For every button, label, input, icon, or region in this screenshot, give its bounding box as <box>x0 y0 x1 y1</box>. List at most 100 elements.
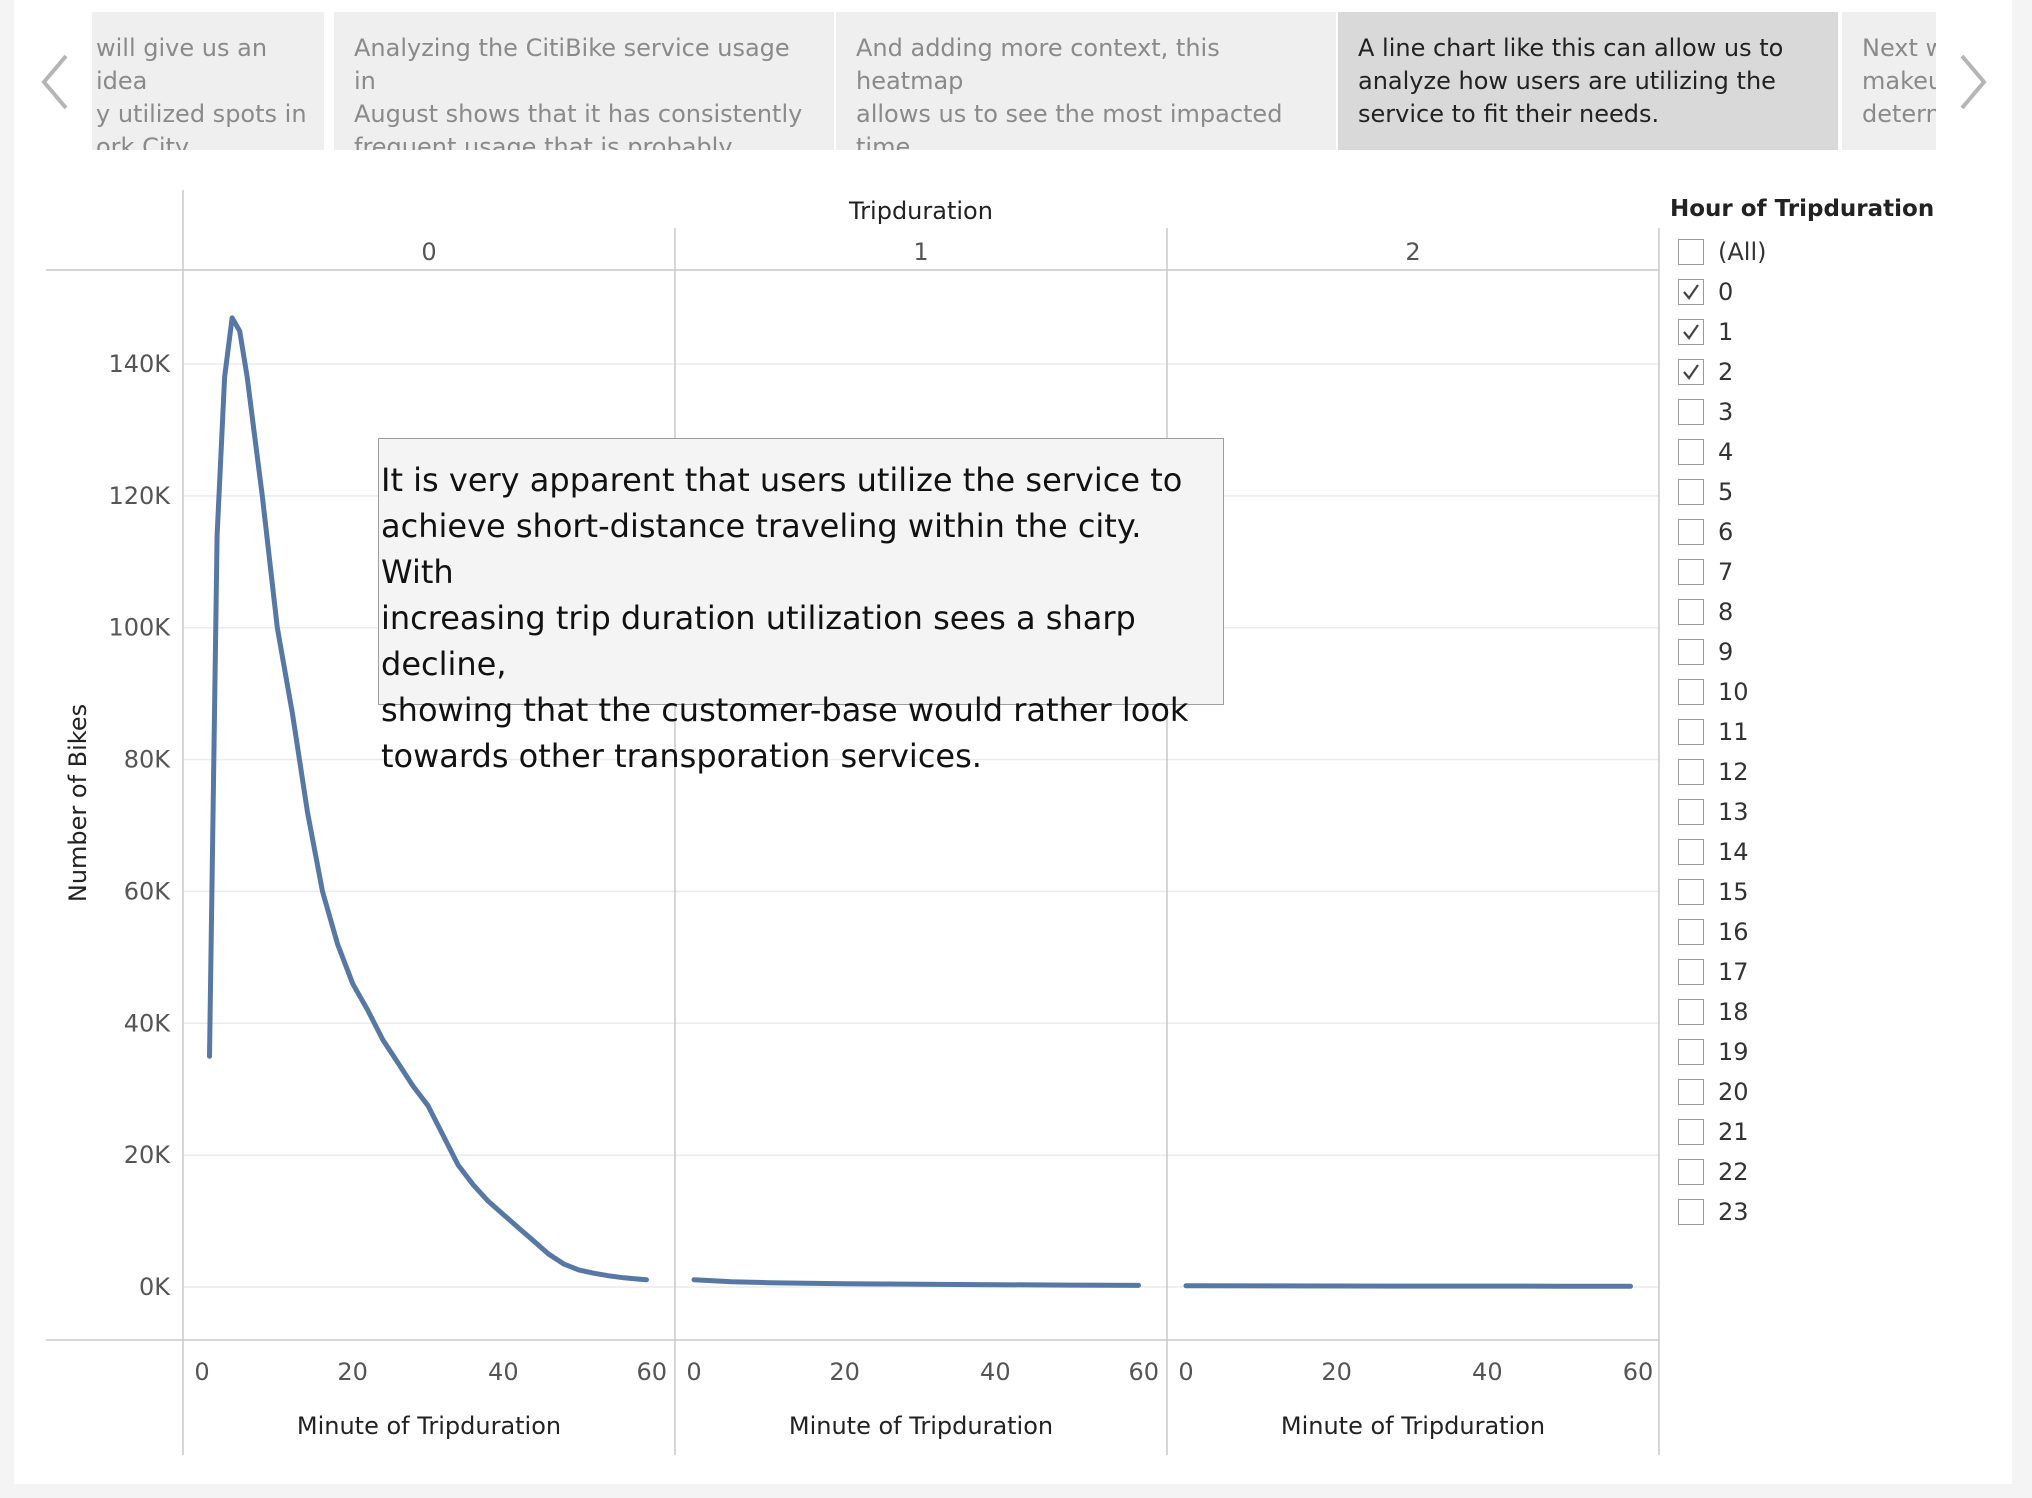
filter-checkbox[interactable] <box>1678 239 1704 265</box>
filter-label: 13 <box>1718 798 1749 826</box>
filter-checkbox[interactable] <box>1678 1119 1704 1145</box>
filter-checkbox[interactable] <box>1678 599 1704 625</box>
filter-label: 18 <box>1718 998 1749 1026</box>
y-axis-label: Number of Bikes <box>64 704 92 902</box>
story-point-4[interactable]: A line chart like this can allow us to a… <box>1338 12 1838 150</box>
filter-item-14[interactable]: 14 <box>1670 832 1990 872</box>
filter-label: 22 <box>1718 1158 1749 1186</box>
prev-story-button[interactable] <box>36 50 76 114</box>
filter-item-13[interactable]: 13 <box>1670 792 1990 832</box>
chevron-left-icon <box>41 54 68 110</box>
filter-label: 21 <box>1718 1118 1749 1146</box>
filter-item-all[interactable]: (All) <box>1670 232 1990 272</box>
annotation-text: It is very apparent that users utilize t… <box>381 461 1189 775</box>
filter-item-5[interactable]: 5 <box>1670 472 1990 512</box>
filter-item-22[interactable]: 22 <box>1670 1152 1990 1192</box>
filter-title: Hour of Tripduration <box>1670 196 1935 222</box>
filter-item-3[interactable]: 3 <box>1670 392 1990 432</box>
filter-item-1[interactable]: 1 <box>1670 312 1990 352</box>
filter-item-6[interactable]: 6 <box>1670 512 1990 552</box>
filter-checkbox[interactable] <box>1678 319 1704 345</box>
chevron-right-icon <box>1960 54 1987 110</box>
x-tick-label: 20 <box>829 1358 860 1386</box>
filter-label: 12 <box>1718 758 1749 786</box>
filter-label: 11 <box>1718 718 1749 746</box>
filter-checkbox[interactable] <box>1678 519 1704 545</box>
filter-item-20[interactable]: 20 <box>1670 1072 1990 1112</box>
filter-checkbox[interactable] <box>1678 1079 1704 1105</box>
x-axis-label: Minute of Tripduration <box>789 1412 1053 1440</box>
filter-checkbox[interactable] <box>1678 439 1704 465</box>
filter-item-19[interactable]: 19 <box>1670 1032 1990 1072</box>
panel-header-label: 0 <box>421 238 436 266</box>
filter-item-8[interactable]: 8 <box>1670 592 1990 632</box>
filter-list: (All) 0 1 2 3 4 5 6 7 8 9 10 11 12 13 14 15 16 17 18 19 20 21 2… <box>1670 232 1990 1232</box>
filter-label: 4 <box>1718 438 1734 466</box>
y-tick-label: 100K <box>108 614 171 642</box>
next-story-button[interactable] <box>1952 50 1992 114</box>
filter-item-9[interactable]: 9 <box>1670 632 1990 672</box>
filter-item-12[interactable]: 12 <box>1670 752 1990 792</box>
filter-label: 9 <box>1718 638 1734 666</box>
story-point-2[interactable]: Analyzing the CitiBike service usage in … <box>334 12 834 150</box>
filter-checkbox[interactable] <box>1678 799 1704 825</box>
filter-checkbox[interactable] <box>1678 759 1704 785</box>
filter-checkbox[interactable] <box>1678 559 1704 585</box>
filter-checkbox[interactable] <box>1678 399 1704 425</box>
filter-checkbox[interactable] <box>1678 639 1704 665</box>
panel-header-label: 1 <box>913 238 928 266</box>
filter-label: 2 <box>1718 358 1734 386</box>
story-navigator: will give us an idea y utilized spots in… <box>92 12 1936 150</box>
x-tick-label: 40 <box>980 1358 1011 1386</box>
filter-checkbox[interactable] <box>1678 919 1704 945</box>
checkmark-icon <box>1683 284 1699 300</box>
filter-checkbox[interactable] <box>1678 719 1704 745</box>
filter-item-10[interactable]: 10 <box>1670 672 1990 712</box>
filter-item-15[interactable]: 15 <box>1670 872 1990 912</box>
filter-checkbox[interactable] <box>1678 839 1704 865</box>
filter-checkbox[interactable] <box>1678 879 1704 905</box>
filter-item-0[interactable]: 0 <box>1670 272 1990 312</box>
x-tick-label: 40 <box>1472 1358 1503 1386</box>
y-tick-label: 60K <box>124 877 172 905</box>
story-point-3[interactable]: And adding more context, this heatmap al… <box>836 12 1336 150</box>
filter-item-2[interactable]: 2 <box>1670 352 1990 392</box>
filter-checkbox[interactable] <box>1678 279 1704 305</box>
chart-annotation: It is very apparent that users utilize t… <box>378 438 1224 775</box>
story-point-5[interactable]: Next w makeu detern <box>1842 12 1936 150</box>
checkmark-icon <box>1683 364 1699 380</box>
filter-checkbox[interactable] <box>1678 679 1704 705</box>
filter-label: 0 <box>1718 278 1734 306</box>
filter-item-23[interactable]: 23 <box>1670 1192 1990 1232</box>
filter-checkbox[interactable] <box>1678 999 1704 1025</box>
x-tick-label: 60 <box>1623 1358 1654 1386</box>
filter-item-21[interactable]: 21 <box>1670 1112 1990 1152</box>
filter-checkbox[interactable] <box>1678 1039 1704 1065</box>
x-tick-label: 60 <box>636 1358 667 1386</box>
story-point-1[interactable]: will give us an idea y utilized spots in… <box>92 12 324 150</box>
filter-item-16[interactable]: 16 <box>1670 912 1990 952</box>
story-point-text: Analyzing the CitiBike service usage in … <box>354 34 803 150</box>
filter-item-4[interactable]: 4 <box>1670 432 1990 472</box>
filter-label: 15 <box>1718 878 1749 906</box>
filter-checkbox[interactable] <box>1678 1199 1704 1225</box>
hour-filter: Hour of Tripduration (All) 0 1 2 3 4 5 6 7 8 9 10 11… <box>1670 196 1990 1232</box>
filter-checkbox[interactable] <box>1678 359 1704 385</box>
y-tick-label: 40K <box>124 1009 172 1037</box>
filter-checkbox[interactable] <box>1678 1159 1704 1185</box>
x-tick-label: 0 <box>194 1358 209 1386</box>
filter-item-7[interactable]: 7 <box>1670 552 1990 592</box>
filter-label: (All) <box>1718 238 1767 266</box>
filter-checkbox[interactable] <box>1678 959 1704 985</box>
filter-item-18[interactable]: 18 <box>1670 992 1990 1032</box>
filter-label: 19 <box>1718 1038 1749 1066</box>
filter-label: 20 <box>1718 1078 1749 1106</box>
filter-item-17[interactable]: 17 <box>1670 952 1990 992</box>
filter-label: 3 <box>1718 398 1734 426</box>
filter-item-11[interactable]: 11 <box>1670 712 1990 752</box>
panel-header-label: 2 <box>1405 238 1420 266</box>
filter-checkbox[interactable] <box>1678 479 1704 505</box>
x-tick-label: 20 <box>337 1358 368 1386</box>
x-tick-label: 20 <box>1321 1358 1352 1386</box>
